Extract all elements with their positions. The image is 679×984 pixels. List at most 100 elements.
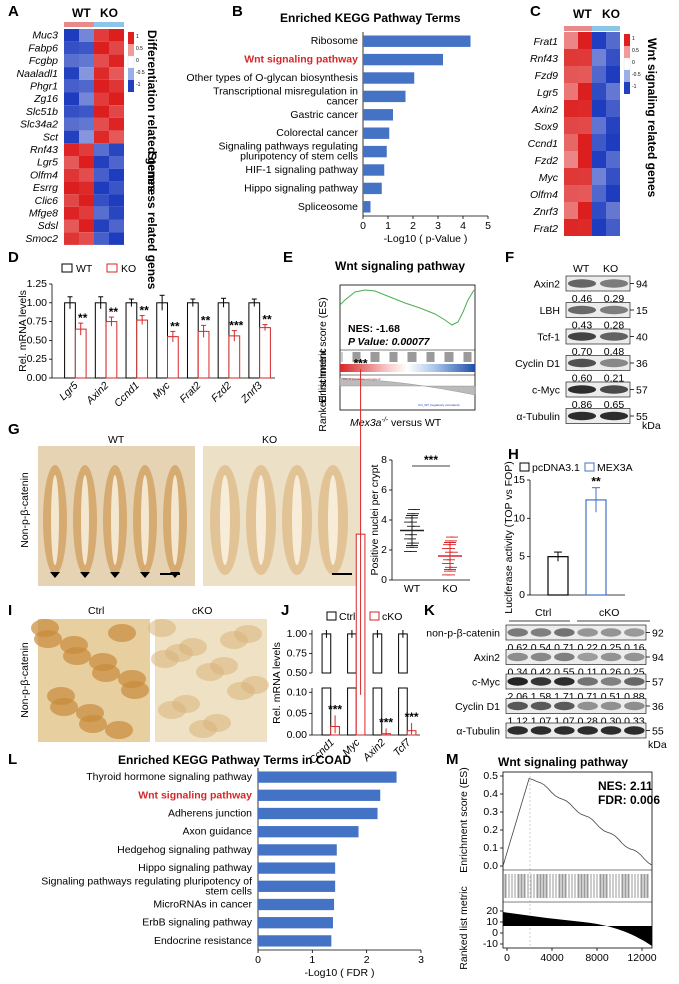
- tick-label: 4000: [540, 952, 564, 964]
- category-label: Axin2: [83, 380, 111, 408]
- tissue-gland: [34, 630, 62, 648]
- blot-band: [530, 628, 552, 637]
- heatmap-a-cell: [94, 67, 109, 80]
- bar: [347, 633, 357, 674]
- heatmap-c-gene-label: Olfm4: [530, 189, 558, 201]
- heatmap-a-gene-label: Slc51b: [26, 106, 58, 118]
- panel-letter-a: A: [8, 3, 19, 20]
- tissue-gland: [50, 698, 78, 716]
- panel-k-unit: kDa: [648, 739, 667, 751]
- density-value: 0.65: [604, 399, 625, 411]
- blot-band: [507, 677, 528, 686]
- blot-label: LBH: [540, 305, 560, 317]
- heatmap-a-cell: [64, 67, 79, 80]
- heatmap-a-cell: [94, 194, 109, 207]
- panel-b-chart: Enriched KEGG Pathway Terms Ribosome Wnt …: [186, 11, 491, 245]
- tick-label: 12000: [627, 952, 656, 964]
- panel-e-pval: P Value: 0.00077: [348, 336, 431, 348]
- significance-label: ***: [328, 702, 342, 716]
- category-label: Ccnd1: [112, 380, 142, 410]
- heatmap-a-cell: [79, 206, 94, 220]
- tick-label: 0.1: [483, 842, 498, 854]
- blot-band: [567, 305, 597, 315]
- panel-letter-b: B: [232, 3, 243, 20]
- mw-label: 57: [636, 385, 648, 397]
- heatmap-a-gene-label: Sdsl: [38, 220, 59, 232]
- tick-label: 0.75: [287, 647, 308, 659]
- heatmap-a-cell: [109, 168, 124, 182]
- category-label: Spliceosome: [298, 201, 358, 213]
- crypt-lumen: [292, 475, 302, 565]
- bar: [74, 328, 87, 379]
- blot-label: Cyclin D1: [515, 358, 560, 370]
- blot-label: Axin2: [474, 652, 500, 664]
- category-label: Lgr5: [57, 380, 80, 403]
- heatmap-c-gene-label: Sox9: [534, 121, 558, 133]
- tick-label: 0.0: [483, 860, 498, 872]
- heatmap-a-cell: [109, 105, 124, 118]
- heatmap-a-cell: [64, 194, 79, 207]
- blot-band: [507, 652, 528, 662]
- significance-label: **: [262, 313, 272, 327]
- crypt-lumen: [220, 475, 230, 565]
- heatmap-a-cell: [64, 79, 79, 93]
- panel-i: Ctrl cKO Non-p-β-catenin: [19, 605, 269, 742]
- heatmap-a-cell: [94, 168, 109, 182]
- panel-e-es-curve: [339, 289, 475, 326]
- mw-label: 36: [636, 358, 648, 370]
- blot-band: [599, 411, 629, 421]
- panel-a-scale-tick-5: -1: [136, 82, 141, 88]
- heatmap-a-cell: [94, 219, 109, 233]
- panel-a-scale-tick-4: -0.5: [136, 70, 145, 76]
- heatmap-c-cell: [606, 32, 620, 49]
- heatmap-a-cell: [79, 92, 94, 106]
- bar: [347, 687, 357, 736]
- heatmap-a-cell: [79, 54, 94, 68]
- tick-label: 4: [381, 514, 387, 526]
- heatmap-a-cell: [64, 168, 79, 182]
- y-axis-label: Rel. mRNA levels: [271, 642, 283, 724]
- bar: [258, 917, 333, 929]
- heatmap-a-cell: [109, 29, 124, 42]
- tissue-gland: [189, 720, 217, 738]
- panel-e-xlabel: Mex3a-/- versus WT: [350, 417, 442, 429]
- tick-label: 0.5: [483, 770, 498, 782]
- panel-i-side-label: Non-p-β-catenin: [19, 642, 31, 718]
- heatmap-a-cell: [64, 92, 79, 106]
- tick-label: -10: [483, 938, 498, 950]
- heatmap-a-cell: [109, 92, 124, 106]
- heatmap-c-cell: [564, 134, 578, 151]
- panel-f: WT KO kDa Axin2 94 0.46 0.29 LBH 15 0.43 0.28 Tc…: [515, 263, 661, 432]
- bar: [398, 633, 408, 674]
- panel-letter-g: G: [8, 421, 20, 438]
- tick-label: 0.05: [287, 708, 308, 720]
- panel-m-nes: NES: 2.11: [598, 779, 653, 793]
- panel-g-wt-label: WT: [108, 434, 125, 446]
- heatmap-a-cell: [94, 54, 109, 68]
- crypt-lumen: [111, 475, 119, 565]
- density-value: 0.21: [604, 373, 625, 385]
- bar: [258, 898, 335, 911]
- panel-e-hit-ticks: [341, 352, 472, 362]
- heatmap-c-cell: [592, 151, 606, 168]
- bar: [197, 330, 210, 379]
- blot-band: [507, 628, 528, 637]
- heatmap-c-cell: [578, 49, 592, 66]
- heatmap-c-cell: [592, 117, 606, 134]
- heatmap-c-cell: [564, 83, 578, 100]
- category-label: ErbB signaling pathway: [142, 917, 252, 929]
- category-label: HIF-1 signaling pathway: [245, 164, 358, 176]
- panel-a: WT KO Muc3Fabp6FcgbpNaaladl1Phgr1Zg16Slc…: [17, 6, 159, 290]
- heatmap-a-gene-label: Muc3: [32, 30, 58, 42]
- bar: [547, 556, 569, 596]
- crypt-lumen: [141, 475, 149, 565]
- heatmap-a-cell: [109, 130, 124, 144]
- blot-band: [567, 385, 597, 394]
- heatmap-a-cell: [94, 156, 109, 169]
- heatmap-a-cell: [94, 41, 109, 55]
- panel-k-ctrl-label: Ctrl: [535, 607, 551, 619]
- tick-label: 5: [519, 551, 525, 563]
- legend-pcdna-swatch: [519, 462, 530, 472]
- heatmap-a-cell: [79, 156, 94, 169]
